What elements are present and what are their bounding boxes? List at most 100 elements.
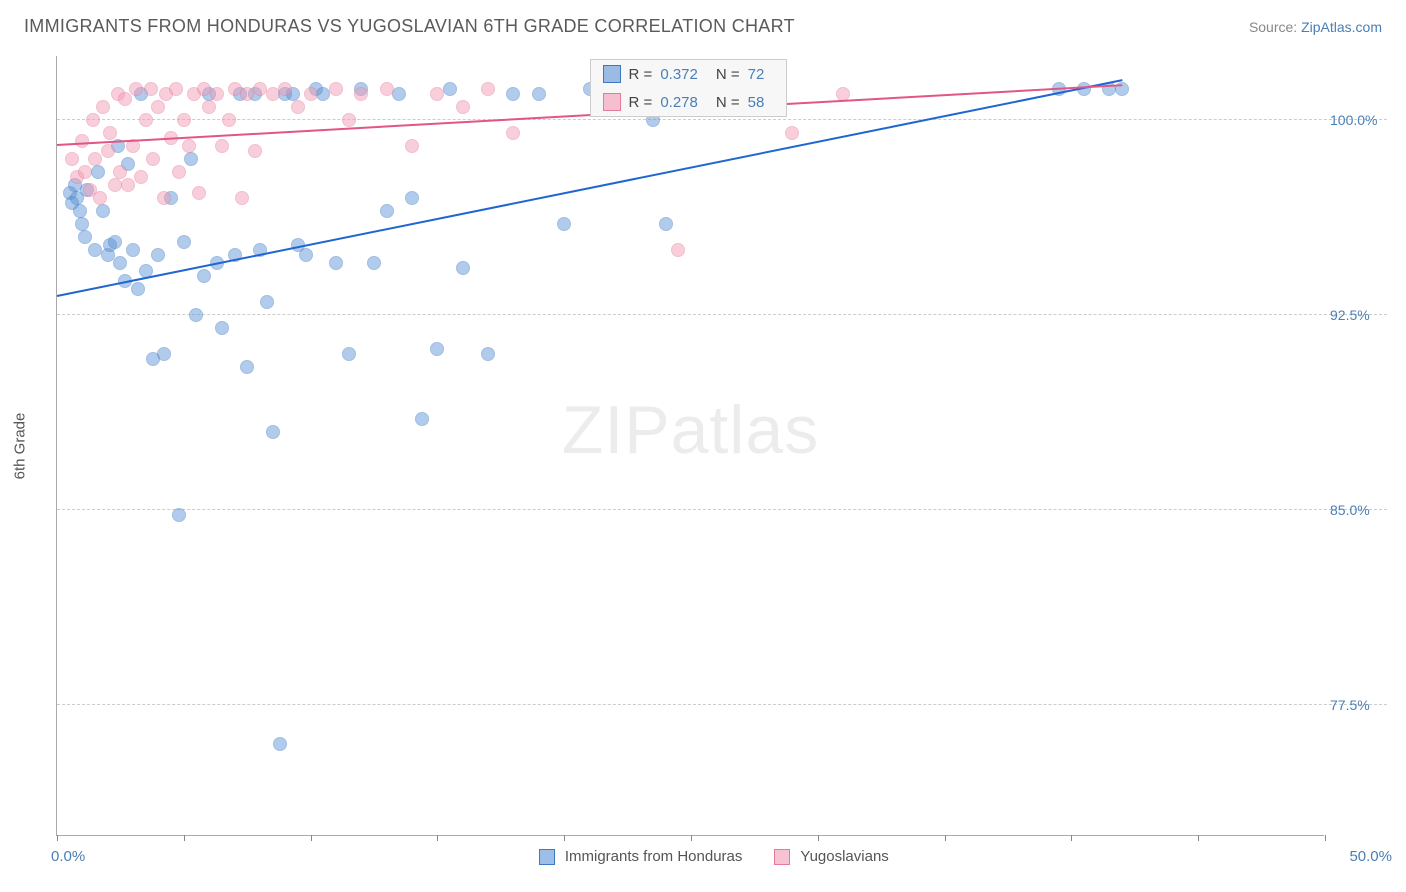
scatter-point <box>671 243 685 257</box>
x-tick-mark <box>691 835 692 841</box>
scatter-point <box>75 134 89 148</box>
scatter-point <box>215 139 229 153</box>
scatter-point <box>184 152 198 166</box>
series-legend: Immigrants from Honduras Yugoslavians <box>539 848 911 865</box>
stat-n-value: 58 <box>748 94 765 111</box>
scatter-point <box>151 248 165 262</box>
x-min-label: 0.0% <box>51 848 85 865</box>
x-max-label: 50.0% <box>1349 848 1392 865</box>
scatter-point <box>182 139 196 153</box>
scatter-point <box>151 100 165 114</box>
scatter-point <box>273 737 287 751</box>
chart-title: IMMIGRANTS FROM HONDURAS VS YUGOSLAVIAN … <box>24 16 795 37</box>
scatter-point <box>405 191 419 205</box>
scatter-point <box>91 165 105 179</box>
scatter-point <box>121 178 135 192</box>
x-tick-mark <box>1198 835 1199 841</box>
gridline-h <box>57 704 1387 705</box>
y-tick-label: 100.0% <box>1330 112 1384 128</box>
scatter-point <box>785 126 799 140</box>
scatter-point <box>157 191 171 205</box>
scatter-point <box>192 186 206 200</box>
scatter-point <box>139 113 153 127</box>
scatter-point <box>291 100 305 114</box>
scatter-point <box>202 100 216 114</box>
scatter-point <box>342 113 356 127</box>
scatter-point <box>354 87 368 101</box>
scatter-point <box>557 217 571 231</box>
x-tick-mark <box>564 835 565 841</box>
scatter-point <box>380 204 394 218</box>
scatter-point <box>172 508 186 522</box>
gridline-h <box>57 314 1387 315</box>
scatter-point <box>329 256 343 270</box>
scatter-point <box>177 113 191 127</box>
scatter-point <box>101 144 115 158</box>
scatter-point <box>113 256 127 270</box>
scatter-point <box>278 82 292 96</box>
x-tick-mark <box>184 835 185 841</box>
scatter-point <box>189 308 203 322</box>
scatter-point <box>222 113 236 127</box>
scatter-point <box>443 82 457 96</box>
scatter-point <box>177 235 191 249</box>
source-link[interactable]: ZipAtlas.com <box>1301 19 1382 35</box>
scatter-point <box>260 295 274 309</box>
scatter-point <box>248 144 262 158</box>
x-tick-mark <box>57 835 58 841</box>
scatter-point <box>456 100 470 114</box>
scatter-point <box>75 217 89 231</box>
legend-series-label: Yugoslavians <box>800 848 888 865</box>
scatter-point <box>266 425 280 439</box>
scatter-point <box>78 165 92 179</box>
source-attribution: Source: ZipAtlas.com <box>1249 19 1382 35</box>
scatter-point <box>235 191 249 205</box>
scatter-point <box>430 87 444 101</box>
scatter-point <box>506 126 520 140</box>
watermark-thin: atlas <box>671 392 820 468</box>
scatter-point <box>65 152 79 166</box>
scatter-point <box>73 204 87 218</box>
gridline-h <box>57 509 1387 510</box>
scatter-point <box>197 269 211 283</box>
stat-r-label: R = <box>629 66 653 83</box>
scatter-point <box>299 248 313 262</box>
scatter-point <box>131 282 145 296</box>
stats-legend: R = 0.372N = 72R = 0.278N = 58 <box>590 59 788 117</box>
scatter-point <box>506 87 520 101</box>
scatter-plot: ZIPatlas 77.5%85.0%92.5%100.0%0.0%50.0%R… <box>56 56 1324 836</box>
stat-r-value: 0.278 <box>660 94 698 111</box>
scatter-point <box>169 82 183 96</box>
scatter-point <box>103 126 117 140</box>
legend-swatch <box>539 849 555 865</box>
scatter-point <box>481 347 495 361</box>
legend-series-label: Immigrants from Honduras <box>565 848 743 865</box>
scatter-point <box>392 87 406 101</box>
scatter-point <box>329 82 343 96</box>
stat-n-value: 72 <box>748 66 765 83</box>
y-axis-label: 6th Grade <box>12 413 29 480</box>
legend-swatch <box>774 849 790 865</box>
scatter-point <box>78 230 92 244</box>
scatter-point <box>146 152 160 166</box>
scatter-point <box>240 360 254 374</box>
scatter-point <box>96 204 110 218</box>
scatter-point <box>172 165 186 179</box>
y-tick-label: 77.5% <box>1330 697 1384 713</box>
scatter-point <box>659 217 673 231</box>
source-prefix: Source: <box>1249 19 1301 35</box>
scatter-point <box>108 235 122 249</box>
x-tick-mark <box>1071 835 1072 841</box>
x-tick-mark <box>1325 835 1326 841</box>
stat-r-value: 0.372 <box>660 66 698 83</box>
scatter-point <box>88 152 102 166</box>
scatter-point <box>144 82 158 96</box>
scatter-point <box>126 243 140 257</box>
stats-legend-row: R = 0.372N = 72 <box>591 60 787 88</box>
scatter-point <box>415 412 429 426</box>
legend-swatch <box>603 93 621 111</box>
stat-r-label: R = <box>629 94 653 111</box>
scatter-point <box>86 113 100 127</box>
plot-area: ZIPatlas 77.5%85.0%92.5%100.0%0.0%50.0%R… <box>56 56 1386 836</box>
scatter-point <box>96 100 110 114</box>
